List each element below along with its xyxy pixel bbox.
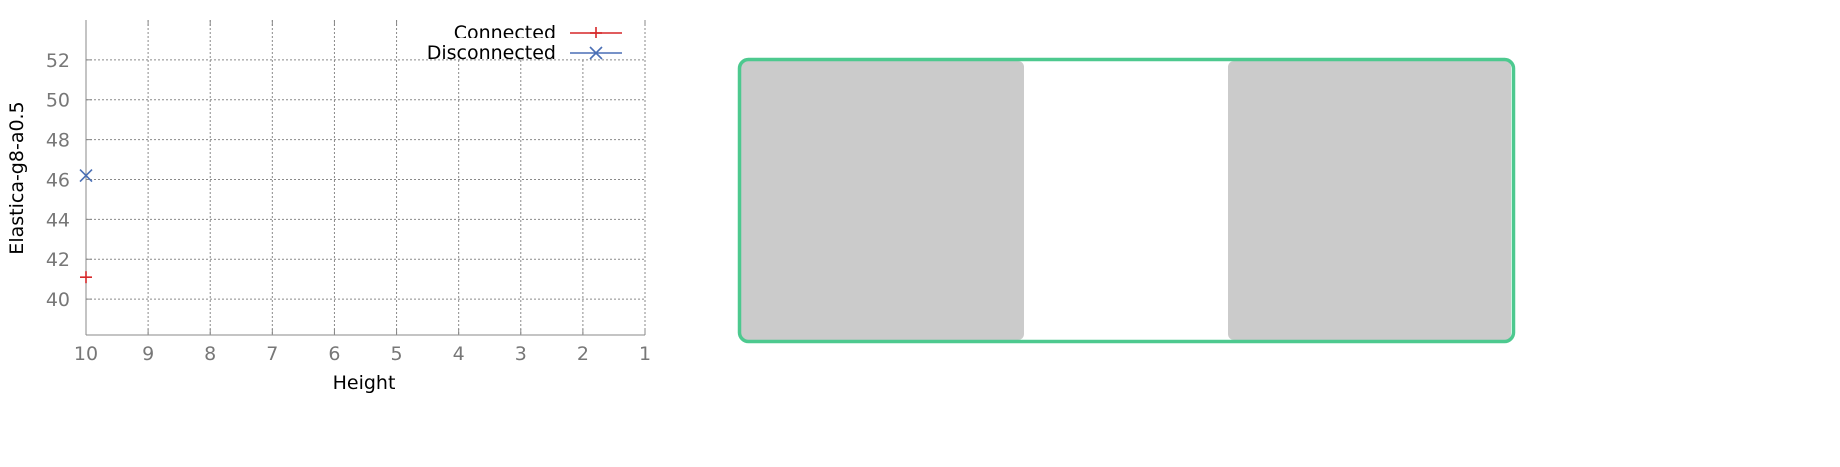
y-tick-label: 42 bbox=[46, 249, 70, 271]
x-tick-label: 4 bbox=[453, 343, 465, 365]
x-axis-title: Height bbox=[333, 372, 396, 394]
chart: 10 9 8 7 6 5 4 3 2 1 40 42 44 46 48 50 52 Height Elasti… bbox=[6, 18, 651, 394]
y-axis-title: Elastica-g8-a0.5 bbox=[6, 101, 28, 254]
y-tick-label: 52 bbox=[46, 50, 70, 72]
y-tick-label: 40 bbox=[46, 289, 70, 311]
y-tick-label: 44 bbox=[46, 209, 70, 231]
x-tick-label: 10 bbox=[74, 343, 98, 365]
x-tick-label: 8 bbox=[204, 343, 216, 365]
panel-block-left bbox=[741, 61, 1024, 340]
marker-stroke bbox=[79, 168, 93, 183]
panel-block-right bbox=[1228, 61, 1511, 340]
axes bbox=[85, 20, 645, 336]
x-tick-label: 9 bbox=[142, 343, 154, 365]
x-tick-labels: 10 9 8 7 6 5 4 3 2 1 bbox=[74, 343, 651, 365]
x-tick-label: 1 bbox=[639, 343, 651, 365]
x-tick-label: 7 bbox=[266, 343, 278, 365]
legend-marker bbox=[590, 27, 602, 39]
y-tick-label: 46 bbox=[46, 169, 70, 191]
x-tick-label: 3 bbox=[515, 343, 527, 365]
panel-frame bbox=[737, 57, 1516, 344]
legend-marker bbox=[589, 46, 603, 60]
data-points bbox=[79, 168, 93, 284]
x-tick-label: 5 bbox=[391, 343, 403, 365]
legend-label: Disconnected bbox=[427, 42, 556, 64]
marker-stroke bbox=[589, 46, 603, 60]
x-tick-label: 6 bbox=[328, 343, 340, 365]
grid-lines bbox=[85, 20, 646, 335]
x-tick-label: 2 bbox=[577, 343, 589, 365]
y-tick-label: 48 bbox=[46, 130, 70, 152]
y-tick-labels: 40 42 44 46 48 50 52 bbox=[46, 50, 70, 311]
y-tick-label: 50 bbox=[46, 90, 70, 112]
data-point-connected bbox=[80, 271, 92, 284]
data-point-disconnected bbox=[79, 168, 93, 183]
